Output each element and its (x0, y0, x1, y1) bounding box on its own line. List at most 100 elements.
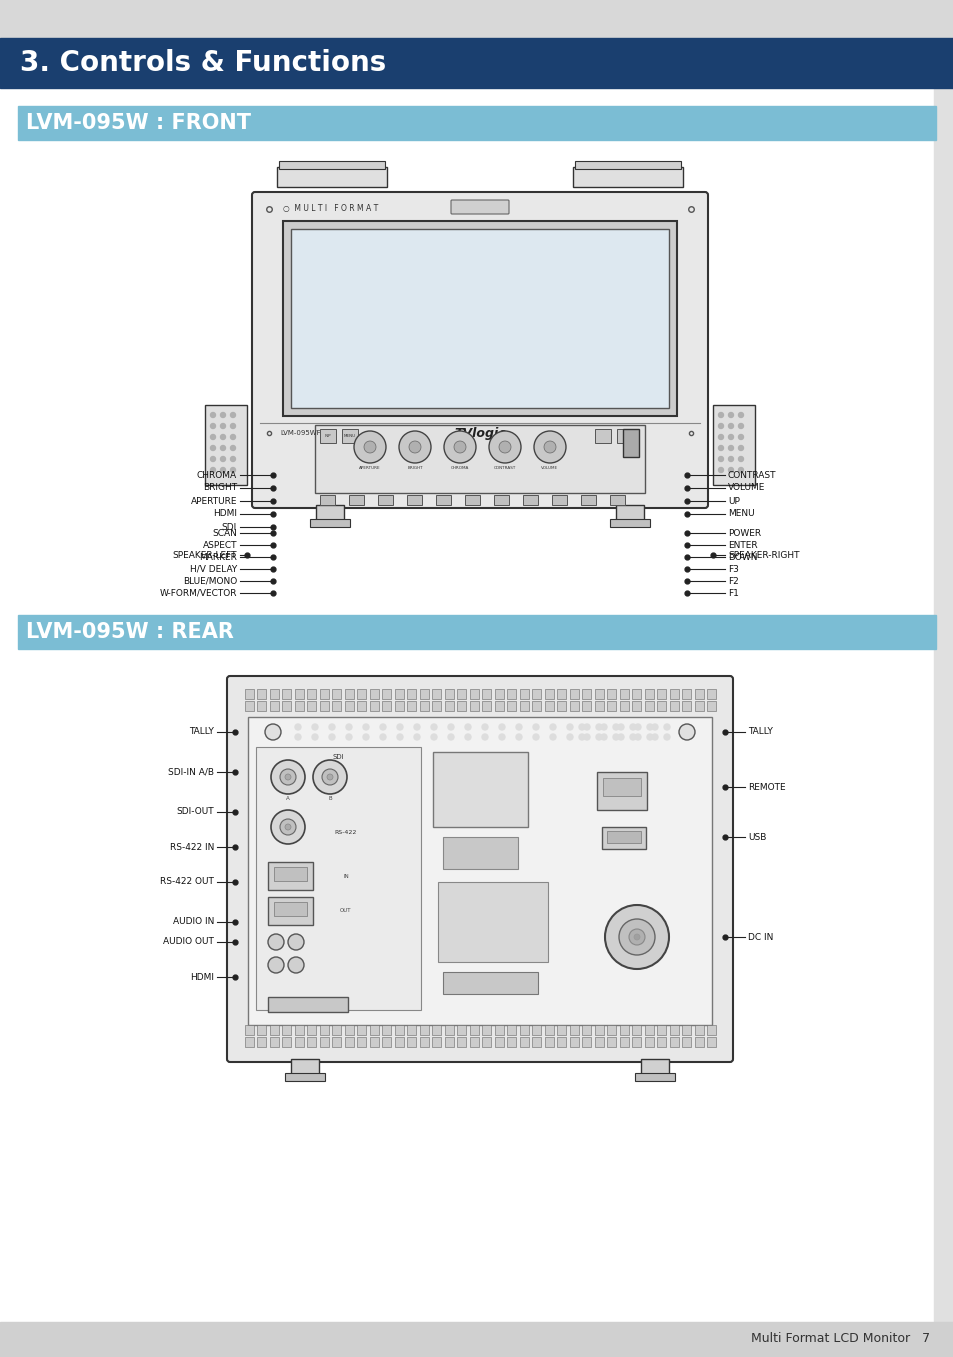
Bar (707, 1037, 716, 1048)
Bar (557, 1037, 566, 1048)
Bar (616, 505, 643, 522)
Bar (274, 867, 307, 881)
Circle shape (600, 725, 606, 730)
Bar (519, 1025, 529, 1035)
Bar (632, 702, 640, 711)
Bar (268, 997, 348, 1012)
Bar (419, 1025, 429, 1035)
Bar (495, 1025, 503, 1035)
Circle shape (578, 725, 584, 730)
Bar (345, 702, 354, 711)
Circle shape (718, 456, 722, 461)
Bar (669, 702, 679, 711)
Circle shape (211, 413, 215, 418)
Text: HDMI: HDMI (213, 509, 236, 518)
Bar (432, 689, 441, 699)
Text: DOWN: DOWN (727, 552, 757, 562)
Bar (345, 1037, 354, 1048)
Circle shape (220, 434, 225, 440)
Bar (707, 702, 716, 711)
Circle shape (498, 441, 511, 453)
Circle shape (220, 445, 225, 451)
Text: VOLUME: VOLUME (541, 465, 558, 470)
Bar (433, 752, 527, 826)
Bar (557, 702, 566, 711)
Bar (419, 689, 429, 699)
Bar (569, 689, 578, 699)
Text: TALLY: TALLY (747, 727, 772, 737)
Circle shape (211, 434, 215, 440)
Bar (0, 1322, 953, 1357)
Bar (470, 1037, 478, 1048)
Bar (544, 702, 554, 711)
Circle shape (738, 456, 742, 461)
Circle shape (516, 725, 521, 730)
Bar (419, 702, 429, 711)
Bar (635, 1073, 675, 1082)
Text: CONTRAST: CONTRAST (727, 471, 776, 479)
Text: BRIGHT: BRIGHT (407, 465, 422, 470)
Bar (291, 1058, 318, 1077)
Text: USB: USB (747, 832, 765, 841)
Bar (268, 897, 313, 925)
Bar (532, 689, 541, 699)
Bar (0, 0, 953, 38)
Bar (607, 689, 616, 699)
Bar (278, 161, 385, 170)
Bar (644, 1037, 654, 1048)
Circle shape (629, 725, 636, 730)
Bar (669, 1037, 679, 1048)
Circle shape (728, 413, 733, 418)
Bar (644, 702, 654, 711)
Bar (407, 1025, 416, 1035)
Bar (294, 1037, 304, 1048)
Bar (552, 495, 566, 505)
Text: TALLY: TALLY (189, 727, 213, 737)
Circle shape (578, 734, 584, 740)
Bar (257, 1037, 266, 1048)
Bar (569, 1025, 578, 1035)
Circle shape (738, 468, 742, 472)
FancyBboxPatch shape (252, 191, 707, 508)
Circle shape (220, 456, 225, 461)
Circle shape (294, 734, 301, 740)
Text: Multi Format LCD Monitor   7: Multi Format LCD Monitor 7 (750, 1333, 929, 1346)
Bar (519, 689, 529, 699)
Bar (382, 1037, 391, 1048)
Circle shape (271, 810, 305, 844)
Bar (482, 1025, 491, 1035)
Bar (582, 1037, 591, 1048)
Bar (495, 702, 503, 711)
Circle shape (398, 432, 431, 463)
Bar (582, 1025, 591, 1035)
Bar (695, 1025, 703, 1035)
Text: TVlogic: TVlogic (454, 426, 505, 440)
Bar (245, 702, 253, 711)
Bar (294, 689, 304, 699)
Circle shape (651, 725, 658, 730)
Bar (544, 1025, 554, 1035)
Text: SDI: SDI (333, 754, 344, 760)
Circle shape (613, 734, 618, 740)
Circle shape (448, 734, 454, 740)
Text: H/V DELAY: H/V DELAY (190, 565, 236, 574)
Text: VOLUME: VOLUME (727, 483, 764, 493)
Bar (319, 495, 335, 505)
Bar (382, 689, 391, 699)
Bar (617, 429, 633, 442)
Bar (437, 882, 547, 962)
Text: MARKER: MARKER (199, 552, 236, 562)
Bar (681, 1037, 691, 1048)
Bar (507, 689, 516, 699)
Bar (595, 702, 603, 711)
Circle shape (220, 423, 225, 429)
Bar (669, 1025, 679, 1035)
Text: SDI: SDI (221, 522, 236, 532)
Bar (609, 495, 624, 505)
Circle shape (635, 725, 640, 730)
Circle shape (327, 773, 333, 780)
Text: A: A (286, 797, 290, 802)
Bar (632, 1025, 640, 1035)
Bar (382, 1025, 391, 1035)
Bar (457, 702, 466, 711)
